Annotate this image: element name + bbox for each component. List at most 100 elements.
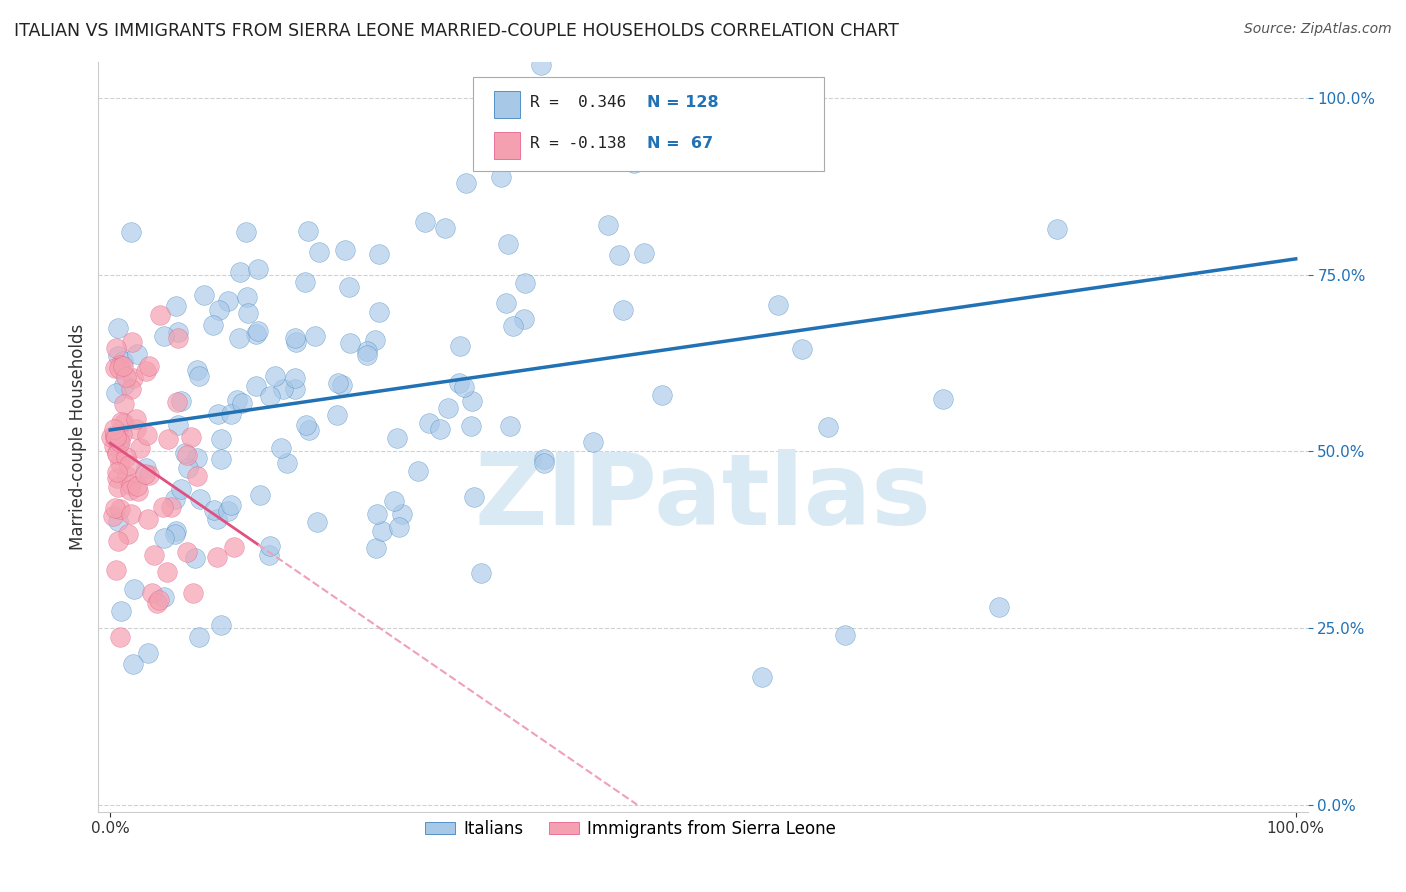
- Point: [515, 276, 537, 290]
- Point: [152, 532, 174, 546]
- Point: [988, 599, 1011, 614]
- Point: [367, 305, 389, 319]
- Point: [125, 412, 148, 426]
- Y-axis label: Married-couple Households: Married-couple Households: [69, 324, 87, 550]
- Point: [489, 170, 512, 185]
- Point: [499, 418, 522, 433]
- Point: [135, 461, 157, 475]
- Point: [103, 422, 125, 436]
- Point: [270, 441, 292, 455]
- Point: [186, 363, 208, 377]
- Point: [554, 146, 576, 161]
- Point: [110, 501, 132, 516]
- Point: [105, 341, 128, 355]
- Point: [413, 215, 436, 229]
- Point: [364, 333, 387, 347]
- Point: [108, 358, 131, 372]
- Point: [308, 244, 330, 259]
- Point: [612, 303, 634, 318]
- FancyBboxPatch shape: [474, 78, 824, 171]
- Point: [330, 377, 353, 392]
- Point: [143, 548, 166, 562]
- Point: [339, 280, 361, 294]
- Point: [138, 468, 160, 483]
- Point: [295, 417, 318, 432]
- Point: [219, 498, 242, 512]
- Point: [533, 452, 555, 467]
- Point: [512, 311, 534, 326]
- Point: [366, 507, 388, 521]
- Point: [245, 326, 267, 341]
- Point: [120, 225, 142, 239]
- Point: [186, 469, 208, 483]
- Point: [284, 331, 307, 345]
- Point: [136, 512, 159, 526]
- Point: [118, 483, 141, 497]
- Point: [418, 417, 440, 431]
- Point: [371, 524, 394, 538]
- Point: [165, 299, 187, 313]
- Point: [259, 539, 281, 553]
- Point: [217, 503, 239, 517]
- Point: [186, 450, 208, 465]
- Point: [294, 275, 316, 289]
- Point: [236, 290, 259, 304]
- Point: [461, 394, 484, 409]
- Point: [122, 371, 145, 385]
- Point: [110, 456, 132, 470]
- Point: [470, 566, 492, 580]
- Point: [167, 326, 190, 340]
- Point: [208, 302, 231, 317]
- Point: [115, 370, 138, 384]
- Point: [111, 427, 134, 442]
- Point: [159, 500, 181, 515]
- Point: [174, 445, 197, 459]
- Point: [107, 480, 129, 494]
- Point: [120, 382, 142, 396]
- Point: [768, 298, 790, 312]
- Text: Source: ZipAtlas.com: Source: ZipAtlas.com: [1244, 22, 1392, 37]
- Point: [257, 548, 280, 562]
- Point: [188, 630, 211, 644]
- Point: [149, 308, 172, 322]
- Point: [207, 407, 229, 421]
- Point: [264, 369, 287, 384]
- Point: [932, 392, 955, 406]
- Point: [120, 507, 142, 521]
- Point: [633, 246, 655, 260]
- Point: [387, 519, 409, 533]
- Point: [209, 617, 232, 632]
- Point: [165, 524, 187, 539]
- Point: [107, 320, 129, 334]
- Point: [391, 507, 413, 521]
- Point: [284, 370, 307, 384]
- Point: [112, 397, 135, 411]
- Point: [181, 585, 204, 599]
- Point: [219, 408, 242, 422]
- Point: [228, 331, 250, 345]
- Point: [104, 428, 127, 442]
- Point: [408, 464, 430, 478]
- Point: [176, 448, 198, 462]
- Text: N =  67: N = 67: [647, 136, 713, 151]
- Point: [153, 590, 176, 604]
- Point: [104, 360, 127, 375]
- Point: [107, 437, 129, 451]
- Point: [607, 248, 630, 262]
- Point: [550, 112, 572, 126]
- Point: [437, 401, 460, 415]
- Point: [817, 419, 839, 434]
- Point: [454, 176, 477, 190]
- Point: [138, 359, 160, 374]
- Point: [356, 348, 378, 362]
- Point: [205, 550, 228, 565]
- Point: [107, 534, 129, 549]
- Point: [146, 596, 169, 610]
- Point: [136, 428, 159, 442]
- Point: [382, 494, 405, 508]
- Point: [108, 360, 131, 375]
- Bar: [494, 91, 520, 118]
- Point: [180, 430, 202, 444]
- Point: [1046, 221, 1069, 235]
- Text: N = 128: N = 128: [647, 95, 718, 110]
